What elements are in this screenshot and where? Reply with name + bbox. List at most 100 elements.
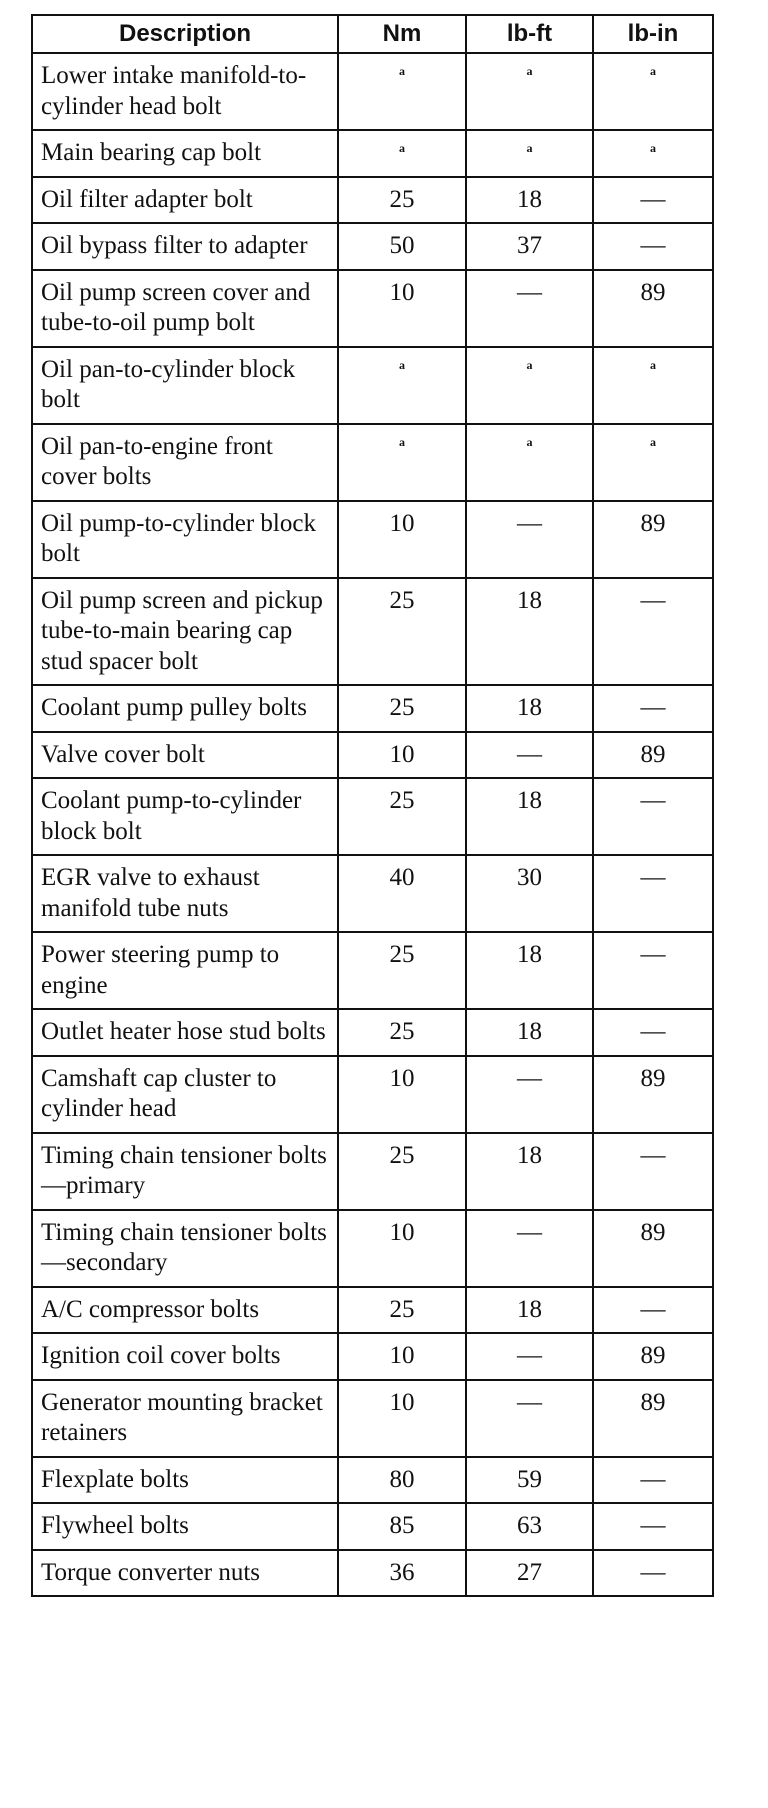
table-row: Camshaft cap cluster to cylinder head 10 —… xyxy=(31,1054,714,1134)
value: a xyxy=(399,434,405,449)
description-cell: Timing chain tensioner bolts—secondary xyxy=(31,1208,339,1288)
nm-cell: 25 xyxy=(337,576,467,686)
value: — xyxy=(640,941,666,968)
nm-cell: a xyxy=(337,52,467,131)
value: 25 xyxy=(389,185,415,213)
lb-in-cell: — xyxy=(592,175,714,224)
nm-cell: 10 xyxy=(337,1208,467,1288)
value: 10 xyxy=(389,1218,415,1246)
description-cell: EGR valve to exhaust manifold tube nuts xyxy=(31,854,339,933)
lb-in-cell: 89 xyxy=(592,1378,714,1458)
lb-in-cell: — xyxy=(592,222,714,271)
value: — xyxy=(640,1558,666,1586)
lb-ft-cell: a xyxy=(465,422,594,502)
nm-cell: 10 xyxy=(337,1332,467,1381)
table-row: Oil pump-to-cylinder block bolt 10 — 89 xyxy=(31,499,714,579)
lb-ft-cell: 18 xyxy=(465,931,594,1010)
torque-spec-table: Description Nm lb-ft lb-in Lower intake … xyxy=(31,14,714,1597)
header-lb-in: lb-in xyxy=(592,14,714,54)
lb-in-cell: 89 xyxy=(592,1208,714,1288)
value: 80 xyxy=(389,1465,415,1493)
value: 89 xyxy=(640,1388,666,1416)
value: — xyxy=(640,1512,666,1539)
header-row: Description Nm lb-ft lb-in xyxy=(31,14,714,54)
value: a xyxy=(399,141,405,155)
value: 10 xyxy=(389,1388,415,1416)
lb-ft-cell: 30 xyxy=(465,854,594,933)
lb-in-cell: — xyxy=(592,1455,714,1504)
lb-ft-cell: 18 xyxy=(465,1131,594,1211)
description-cell: Lower intake manifold-to-cylinder head b… xyxy=(31,52,339,131)
table-row: Oil pan-to-engine front cover bolts a a a xyxy=(31,422,714,502)
table-row: Oil bypass filter to adapter 50 37 — xyxy=(31,222,714,271)
lb-ft-cell: — xyxy=(465,730,594,779)
description-cell: Camshaft cap cluster to cylinder head xyxy=(31,1054,339,1134)
table-row: Oil pump screen cover and tube-to-oil pu… xyxy=(31,268,714,348)
lb-in-cell: — xyxy=(592,1502,714,1551)
lb-in-cell: — xyxy=(592,854,714,933)
description-cell: Oil pan-to-cylinder block bolt xyxy=(31,345,339,425)
lb-in-cell: — xyxy=(592,931,714,1010)
value: 18 xyxy=(517,1018,542,1045)
value: — xyxy=(640,232,666,259)
value: — xyxy=(640,1141,666,1169)
lb-ft-cell: — xyxy=(465,1332,594,1381)
nm-cell: 85 xyxy=(337,1502,467,1551)
value: a xyxy=(650,141,656,155)
value: — xyxy=(640,586,666,614)
description-cell: Flywheel bolts xyxy=(31,1502,339,1551)
value: 89 xyxy=(640,509,666,537)
lb-in-cell: a xyxy=(592,422,714,502)
lb-ft-cell: a xyxy=(465,129,594,178)
lb-ft-cell: 18 xyxy=(465,777,594,856)
value: 25 xyxy=(389,586,415,614)
lb-in-cell: — xyxy=(592,684,714,733)
lb-in-cell: — xyxy=(592,1548,714,1597)
lb-ft-cell: a xyxy=(465,52,594,131)
table-row: Valve cover bolt 10 — 89 xyxy=(31,730,714,779)
value: 18 xyxy=(517,586,542,614)
table-row: Timing chain tensioner bolts—primary 25 18… xyxy=(31,1131,714,1211)
nm-cell: a xyxy=(337,129,467,178)
lb-in-cell: — xyxy=(592,1008,714,1057)
table-row: Oil pump screen and pickup tube-to-main … xyxy=(31,576,714,686)
value: — xyxy=(640,694,666,721)
lb-ft-cell: 59 xyxy=(465,1455,594,1504)
description-cell: Valve cover bolt xyxy=(31,730,339,779)
lb-ft-cell: a xyxy=(465,345,594,425)
table-row: Ignition coil cover bolts 10 — 89 xyxy=(31,1332,714,1381)
lb-in-cell: — xyxy=(592,1285,714,1334)
table-row: EGR valve to exhaust manifold tube nuts 4… xyxy=(31,854,714,933)
value: — xyxy=(517,1388,542,1416)
header-lb-ft: lb-ft xyxy=(465,14,594,54)
lb-ft-cell: — xyxy=(465,1378,594,1458)
nm-cell: 50 xyxy=(337,222,467,271)
lb-ft-cell: 27 xyxy=(465,1548,594,1597)
lb-ft-cell: 63 xyxy=(465,1502,594,1551)
value: a xyxy=(526,141,533,155)
value: 10 xyxy=(389,740,415,768)
description-cell: Oil bypass filter to adapter xyxy=(31,222,339,271)
description-cell: A/C compressor bolts xyxy=(31,1285,339,1334)
description-cell: Generator mounting bracket retainers xyxy=(31,1378,339,1458)
description-cell: Outlet heater hose stud bolts xyxy=(31,1008,339,1057)
table-row: Main bearing cap bolt a a a xyxy=(31,129,714,178)
nm-cell: 25 xyxy=(337,1131,467,1211)
value: a xyxy=(399,64,405,78)
nm-cell: 10 xyxy=(337,1378,467,1458)
value: — xyxy=(640,787,666,814)
value: — xyxy=(517,740,542,768)
value: 89 xyxy=(640,740,666,768)
lb-in-cell: — xyxy=(592,777,714,856)
value: — xyxy=(517,1218,542,1246)
table-row: Coolant pump pulley bolts 25 18 — xyxy=(31,684,714,733)
nm-cell: a xyxy=(337,422,467,502)
lb-ft-cell: 18 xyxy=(465,175,594,224)
description-cell: Oil pan-to-engine front cover bolts xyxy=(31,422,339,502)
table-row: Lower intake manifold-to-cylinder head b… xyxy=(31,52,714,131)
lb-in-cell: a xyxy=(592,345,714,425)
value: 25 xyxy=(389,1018,415,1045)
lb-in-cell: 89 xyxy=(592,499,714,579)
description-cell: Oil pump screen cover and tube-to-oil pu… xyxy=(31,268,339,348)
header-description: Description xyxy=(31,14,339,54)
